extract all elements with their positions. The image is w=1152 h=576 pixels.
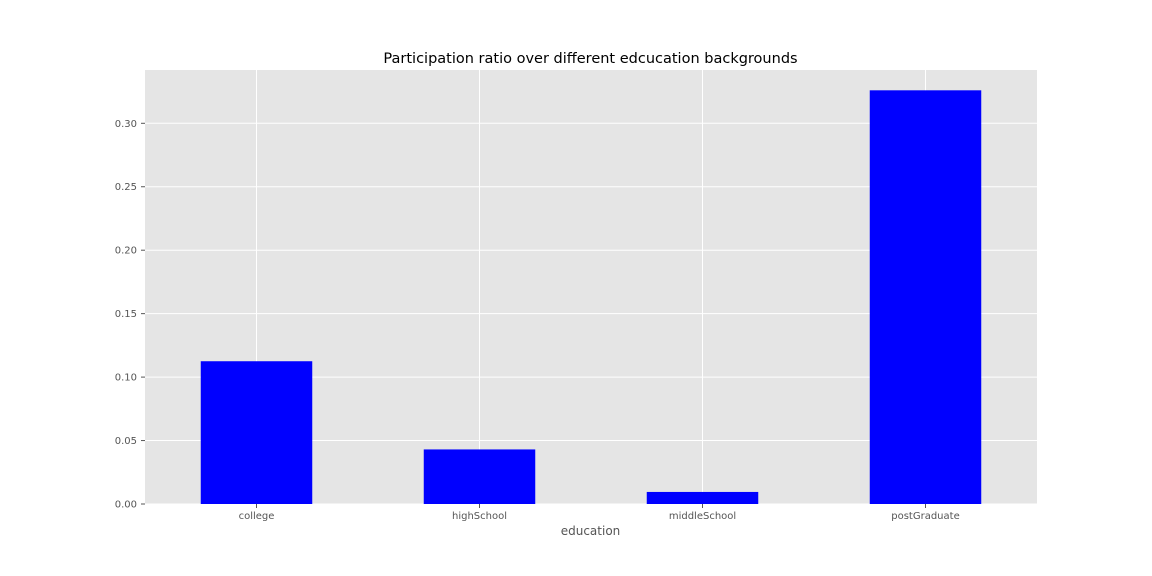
x-tick-label: highSchool xyxy=(452,511,507,522)
x-tick-label: middleSchool xyxy=(669,511,736,522)
y-tick-label: 0.20 xyxy=(115,246,137,257)
bars xyxy=(200,90,982,505)
x-axis-label: education xyxy=(561,524,621,538)
y-tick-label: 0.00 xyxy=(115,500,137,511)
x-tick-label: college xyxy=(239,511,275,522)
bar-highSchool xyxy=(423,449,536,504)
bar-middleSchool xyxy=(646,491,759,504)
y-axis-ticks: 0.00 0.05 0.10 0.15 0.20 0.25 0.30 xyxy=(115,119,145,511)
x-tick-label: postGraduate xyxy=(891,511,959,522)
chart-title: Participation ratio over different edcuc… xyxy=(383,51,797,67)
bar-postGraduate xyxy=(869,90,982,505)
y-tick-label: 0.15 xyxy=(115,309,137,320)
y-tick-label: 0.25 xyxy=(115,182,137,193)
y-tick-label: 0.30 xyxy=(115,119,137,130)
x-axis-ticks: college highSchool middleSchool postGraduat… xyxy=(239,504,960,522)
y-tick-label: 0.05 xyxy=(115,436,137,447)
y-tick-label: 0.10 xyxy=(115,373,137,384)
bar-college xyxy=(200,361,313,504)
